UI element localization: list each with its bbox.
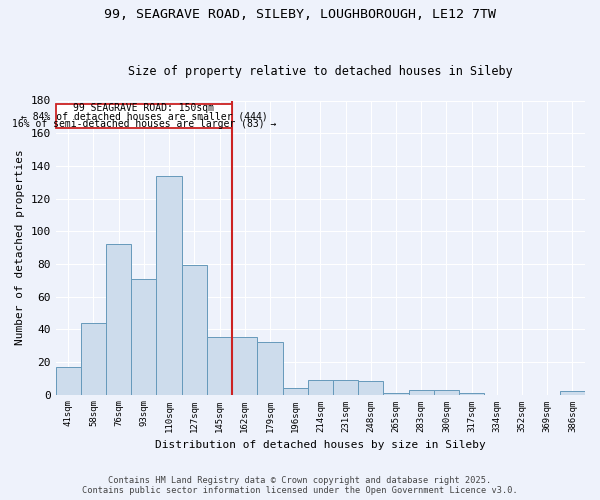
Text: 99, SEAGRAVE ROAD, SILEBY, LOUGHBOROUGH, LE12 7TW: 99, SEAGRAVE ROAD, SILEBY, LOUGHBOROUGH,… [104, 8, 496, 20]
Title: Size of property relative to detached houses in Sileby: Size of property relative to detached ho… [128, 66, 513, 78]
Bar [358, 382, 383, 394]
Bar [459, 393, 484, 394]
X-axis label: Distribution of detached houses by size in Sileby: Distribution of detached houses by size … [155, 440, 486, 450]
FancyBboxPatch shape [56, 104, 232, 128]
Bar [232, 338, 257, 394]
Text: Contains HM Land Registry data © Crown copyright and database right 2025.
Contai: Contains HM Land Registry data © Crown c… [82, 476, 518, 495]
Bar [81, 322, 106, 394]
Bar [383, 393, 409, 394]
Bar [560, 392, 585, 394]
Bar [131, 278, 157, 394]
Bar [157, 176, 182, 394]
Y-axis label: Number of detached properties: Number of detached properties [15, 150, 25, 346]
Bar [333, 380, 358, 394]
Bar [257, 342, 283, 394]
Bar [56, 367, 81, 394]
Text: 99 SEAGRAVE ROAD: 150sqm: 99 SEAGRAVE ROAD: 150sqm [73, 103, 214, 113]
Bar [182, 266, 207, 394]
Bar [308, 380, 333, 394]
Bar [409, 390, 434, 394]
Text: ← 84% of detached houses are smaller (444): ← 84% of detached houses are smaller (44… [20, 111, 267, 121]
Bar [434, 390, 459, 394]
Bar [207, 338, 232, 394]
Bar [283, 388, 308, 394]
Text: 16% of semi-detached houses are larger (83) →: 16% of semi-detached houses are larger (… [12, 119, 276, 129]
Bar [106, 244, 131, 394]
